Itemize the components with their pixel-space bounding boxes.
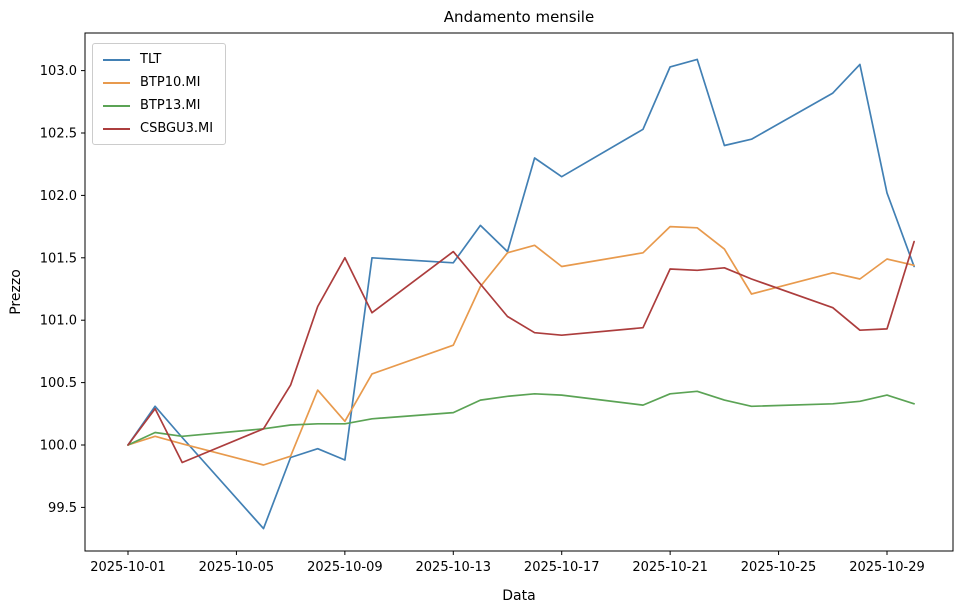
series-line-tlt (127, 58, 915, 530)
legend-label: TLT (140, 52, 162, 67)
legend-item-btp10: BTP10.MI (103, 74, 213, 91)
legend-line-sample-csbgu3 (103, 127, 130, 130)
legend-item-tlt: TLT (103, 51, 213, 68)
legend-label: BTP10.MI (140, 75, 201, 90)
legend-line-sample-tlt (103, 58, 130, 61)
x-tick-label: 2025-10-21 (632, 560, 708, 575)
y-tick-label: 100.0 (40, 439, 77, 454)
x-tick-label: 2025-10-17 (524, 560, 600, 575)
y-tick-label: 102.5 (40, 127, 77, 142)
series-line-csbgu3-mi (127, 240, 915, 464)
x-tick-label: 2025-10-01 (90, 560, 166, 575)
legend-label: BTP13.MI (140, 98, 201, 113)
x-tick-label: 2025-10-25 (741, 560, 817, 575)
x-tick-label: 2025-10-29 (849, 560, 925, 575)
x-tick-label: 2025-10-09 (307, 560, 383, 575)
y-tick-label: 100.5 (40, 376, 77, 391)
x-tick-label: 2025-10-13 (416, 560, 492, 575)
chart-title: Andamento mensile (443, 8, 595, 26)
legend: TLT BTP10.MI BTP13.MI CSBGU3.MI (92, 43, 227, 145)
series-line-btp10-mi (127, 225, 915, 466)
legend-line-sample-btp10 (103, 81, 130, 84)
x-axis-label: Data (502, 588, 536, 604)
y-tick-label: 103.0 (40, 64, 77, 79)
legend-line-sample-btp13 (103, 104, 130, 107)
axes-frame (84, 32, 954, 552)
legend-item-csbgu3: CSBGU3.MI (103, 120, 213, 137)
series-line-btp13-mi (127, 390, 915, 446)
legend-item-btp13: BTP13.MI (103, 97, 213, 114)
x-tick-label: 2025-10-05 (199, 560, 275, 575)
y-tick-label: 102.0 (40, 189, 77, 204)
y-tick-label: 101.5 (40, 251, 77, 266)
y-tick-label: 101.0 (40, 314, 77, 329)
legend-label: CSBGU3.MI (140, 121, 214, 136)
y-tick-label: 99.5 (48, 501, 77, 516)
